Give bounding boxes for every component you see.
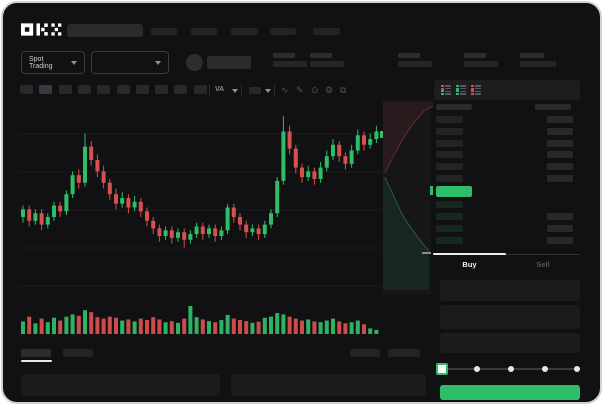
pair-selector[interactable] — [91, 51, 169, 74]
slider-dot-25[interactable] — [474, 366, 480, 372]
timeframe-button-6[interactable] — [116, 85, 130, 94]
timeframe-button-9[interactable] — [174, 85, 188, 94]
bottom-action-1[interactable] — [350, 349, 380, 357]
active-tab-indicator — [433, 253, 506, 255]
pencil-draw-icon[interactable]: ✎ — [296, 85, 304, 95]
coin-avatar — [186, 54, 203, 71]
tab-divider — [433, 254, 580, 255]
bottom-tab-orders[interactable] — [21, 349, 51, 357]
total-input[interactable] — [440, 333, 580, 353]
bottom-action-2[interactable] — [388, 349, 420, 357]
okx-logo-glyph — [21, 23, 62, 36]
nav-item-5[interactable] — [313, 28, 340, 35]
orders-panel-placeholder — [21, 374, 220, 396]
timeframe-button-8[interactable] — [155, 85, 169, 94]
orderbook-layout-asks-icon[interactable] — [470, 84, 482, 96]
chevron-down-icon[interactable] — [232, 89, 238, 93]
timeframe-button-7[interactable] — [135, 85, 149, 94]
toolbar-divider — [241, 84, 242, 96]
slider-dot-50[interactable] — [508, 366, 514, 372]
orderbook-layout-bids-icon[interactable] — [455, 84, 467, 96]
timeframe-button-5[interactable] — [97, 85, 111, 94]
orderbook-amount-header — [535, 104, 571, 110]
market-type-selector[interactable]: Spot Trading — [21, 51, 85, 74]
fullscreen-icon[interactable]: ⧉ — [340, 85, 347, 95]
timeframe-button-3[interactable] — [58, 85, 72, 94]
search-input[interactable] — [67, 24, 143, 37]
stat-24h-volume — [520, 53, 556, 67]
camera-icon[interactable]: ⊙ — [311, 85, 319, 95]
settings-gear-icon[interactable]: ⚙ — [325, 85, 334, 95]
indicator-label[interactable]: VA — [215, 86, 225, 93]
chart-style-chip[interactable] — [249, 87, 261, 94]
timeframe-button-2[interactable] — [39, 85, 53, 94]
stat-last-price — [273, 53, 307, 67]
orderbook-toolbar — [434, 80, 580, 100]
bottom-tab-active-indicator — [21, 360, 52, 362]
last-price-badge[interactable] — [436, 186, 472, 197]
timeframe-button-10[interactable] — [193, 85, 207, 94]
timeframe-button-1[interactable] — [20, 85, 33, 94]
toolbar-divider — [274, 84, 275, 96]
price-input[interactable] — [440, 280, 580, 301]
slider-dot-100[interactable] — [574, 366, 580, 372]
wave-indicator-icon[interactable]: ∿ — [281, 85, 289, 95]
stat-24h-high — [398, 53, 432, 67]
nav-item-2[interactable] — [191, 28, 217, 35]
pair-name-placeholder — [207, 56, 251, 69]
positions-panel-placeholder — [231, 374, 426, 396]
tab-sell[interactable]: Sell — [536, 259, 550, 269]
bottom-tab-history[interactable] — [63, 349, 93, 357]
amount-input[interactable] — [440, 305, 580, 329]
okx-logo[interactable]: OKX — [21, 23, 63, 36]
chevron-down-icon — [71, 60, 77, 65]
tab-buy[interactable]: Buy — [462, 259, 477, 269]
nav-item-1[interactable] — [151, 28, 177, 35]
chevron-down-icon[interactable] — [265, 89, 271, 93]
nav-item-4[interactable] — [270, 28, 296, 35]
orderbook-price-header — [436, 104, 472, 110]
nav-item-3[interactable] — [231, 28, 258, 35]
slider-dot-75[interactable] — [542, 366, 548, 372]
timeframe-button-4[interactable] — [77, 85, 91, 94]
stat-change — [310, 53, 344, 67]
chevron-down-icon — [155, 60, 161, 65]
stat-24h-low — [464, 53, 498, 67]
orderbook-layout-both-icon[interactable] — [440, 84, 452, 96]
market-type-label: Spot Trading — [29, 55, 53, 70]
toolbar-divider — [209, 84, 210, 96]
slider-handle[interactable] — [436, 363, 448, 375]
buy-submit-button[interactable] — [440, 385, 580, 400]
price-chart[interactable] — [3, 3, 602, 404]
